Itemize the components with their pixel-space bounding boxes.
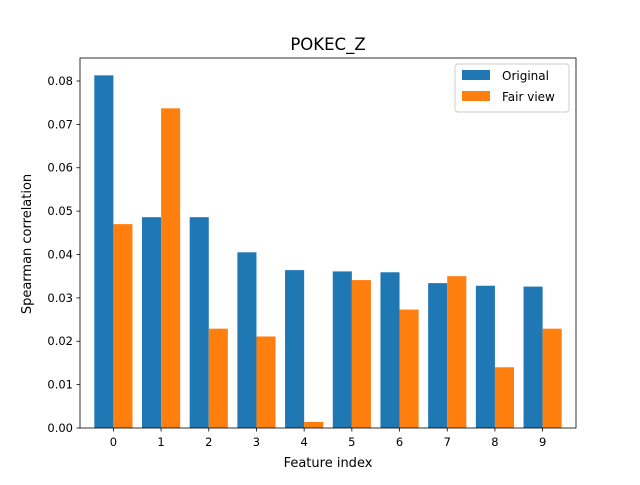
chart-title: POKEC_Z bbox=[290, 35, 365, 55]
bar-fair-view bbox=[351, 280, 371, 428]
x-tick-label: 2 bbox=[205, 435, 212, 449]
y-tick-label: 0.05 bbox=[47, 204, 73, 218]
x-tick-label: 1 bbox=[157, 435, 164, 449]
x-tick-label: 7 bbox=[444, 435, 451, 449]
x-tick-label: 9 bbox=[539, 435, 546, 449]
y-tick-label: 0.01 bbox=[47, 378, 73, 392]
bar-original bbox=[189, 217, 209, 428]
y-axis-label: Spearman correlation bbox=[20, 174, 35, 314]
y-tick-label: 0.06 bbox=[47, 161, 73, 175]
y-tick-label: 0.00 bbox=[47, 421, 73, 435]
legend-label-fair-view: Fair view bbox=[502, 90, 555, 104]
bar-original bbox=[332, 271, 352, 428]
x-tick-label: 0 bbox=[110, 435, 117, 449]
x-tick-label: 5 bbox=[348, 435, 355, 449]
bar-original bbox=[142, 217, 162, 428]
bar-original bbox=[380, 272, 400, 428]
y-tick-label: 0.07 bbox=[47, 117, 73, 131]
bar-fair-view bbox=[447, 276, 467, 428]
y-tick-label: 0.02 bbox=[47, 334, 73, 348]
plot-frame bbox=[79, 57, 577, 429]
bar-fair-view bbox=[304, 421, 324, 428]
axes-layer: 0 1 2 3 4 5 6 7 8 9 0.00 0.01 0.02 0.03 0.04 0.05 0.06 0.… bbox=[47, 57, 577, 449]
bar-fair-view bbox=[113, 224, 133, 428]
bar-original bbox=[523, 286, 543, 428]
y-tick-label: 0.08 bbox=[47, 74, 73, 88]
legend-label-original: Original bbox=[502, 69, 549, 83]
bars-layer bbox=[94, 75, 562, 428]
bar-original bbox=[285, 270, 305, 428]
x-tick-label: 3 bbox=[253, 435, 260, 449]
x-tick-label: 4 bbox=[300, 435, 307, 449]
bar-fair-view bbox=[399, 309, 419, 428]
bar-original bbox=[428, 283, 448, 428]
y-tick-label: 0.03 bbox=[47, 291, 73, 305]
bar-fair-view bbox=[161, 108, 181, 428]
bar-fair-view bbox=[494, 367, 514, 428]
legend-swatch-original bbox=[462, 70, 490, 80]
bar-fair-view bbox=[208, 328, 228, 428]
x-tick-label: 8 bbox=[491, 435, 498, 449]
bar-original bbox=[237, 252, 257, 428]
y-tick-label: 0.04 bbox=[47, 247, 73, 261]
x-axis-label: Feature index bbox=[284, 456, 373, 471]
legend: Original Fair view bbox=[454, 63, 570, 113]
x-tick-label: 6 bbox=[396, 435, 403, 449]
bar-fair-view bbox=[256, 336, 276, 428]
bar-original bbox=[475, 285, 495, 428]
bar-original bbox=[94, 75, 114, 428]
legend-swatch-fair-view bbox=[462, 91, 490, 101]
bar-fair-view bbox=[542, 328, 562, 428]
